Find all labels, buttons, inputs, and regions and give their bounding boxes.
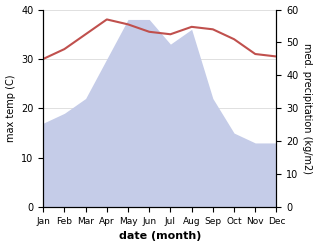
X-axis label: date (month): date (month) xyxy=(119,231,201,242)
Y-axis label: max temp (C): max temp (C) xyxy=(5,75,16,142)
Y-axis label: med. precipitation (kg/m2): med. precipitation (kg/m2) xyxy=(302,43,313,174)
